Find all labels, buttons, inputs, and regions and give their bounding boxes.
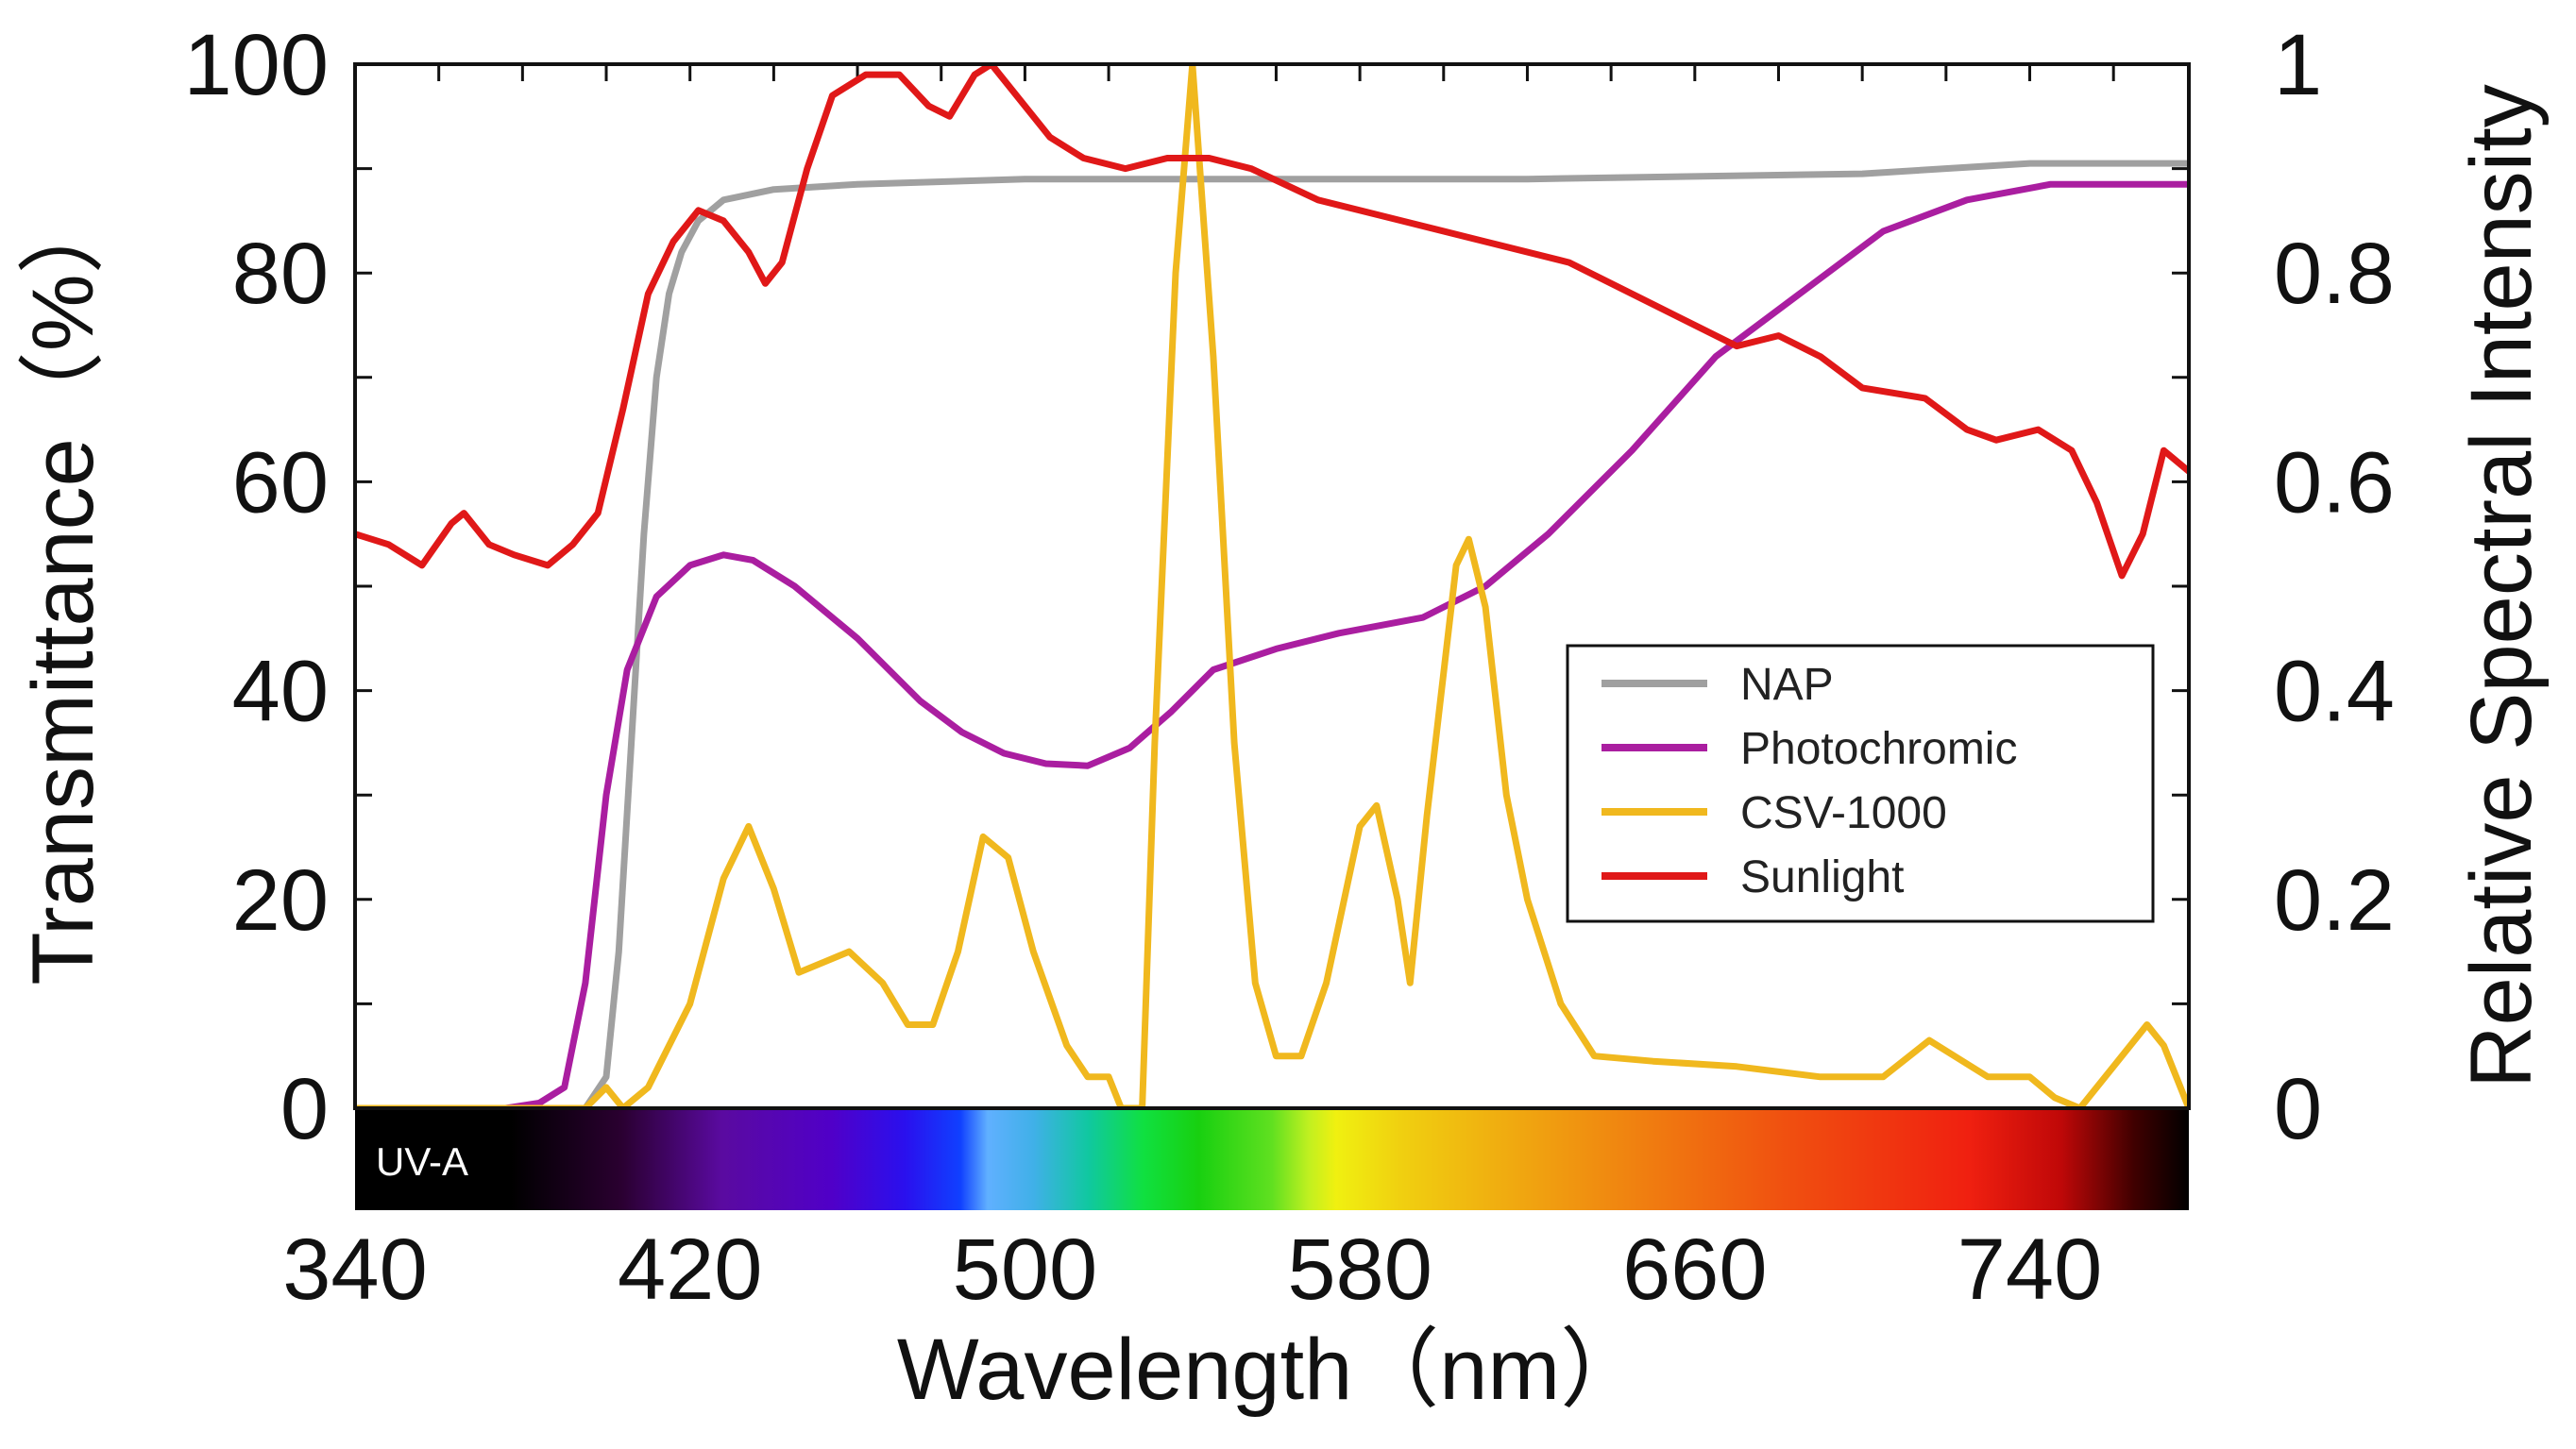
x-tick-label: 740: [1957, 1222, 2103, 1318]
series-layer: [355, 64, 2189, 1108]
legend: NAP Photochromic CSV-1000 Sunlight: [1566, 644, 2155, 923]
x-tick-label: 500: [953, 1222, 1098, 1318]
y-left-tick-labels: 100 80 60 40 20 0: [184, 17, 330, 1157]
y-right-tick-label: 0.6: [2274, 434, 2395, 531]
plot-frame: [353, 62, 2191, 1110]
y-left-tick-label: 80: [232, 226, 329, 322]
y-right-tick-label: 0.8: [2274, 226, 2395, 322]
y-right-tick-label: 0.2: [2274, 852, 2395, 949]
x-tick-labels: 340 420 500 580 660 740: [282, 1222, 2102, 1318]
series-line-photochromic: [355, 180, 2189, 1108]
x-tick-label: 660: [1622, 1222, 1768, 1318]
series-line-nap: [355, 160, 2189, 1108]
y-right-axis-title: Relative Spectral Intensity: [2453, 84, 2550, 1088]
minor-ticks: [355, 62, 2189, 1110]
y-right-tick-label: 1: [2274, 17, 2322, 113]
y-left-tick-label: 0: [280, 1061, 329, 1157]
y-left-axis-title: Transmittance（%）: [15, 187, 111, 985]
y-right-tick-label: 0.4: [2274, 644, 2395, 740]
legend-label-photochromic: Photochromic: [1740, 724, 2017, 774]
series-line-sunlight: [355, 64, 2189, 580]
legend-label-csv-1000: CSV-1000: [1740, 788, 1947, 838]
x-tick-label: 340: [282, 1222, 428, 1318]
y-right-tick-labels: 1 0.8 0.6 0.4 0.2 0: [2274, 17, 2395, 1157]
x-tick-label: 420: [618, 1222, 763, 1318]
legend-label-nap: NAP: [1740, 660, 1834, 710]
y-left-tick-label: 20: [232, 852, 329, 949]
visible-spectrum-bar: [355, 1108, 2189, 1210]
y-left-tick-label: 100: [184, 17, 330, 113]
y-right-tick-label: 0: [2274, 1061, 2322, 1157]
series-line-csv-1000: [355, 64, 2189, 1108]
y-left-tick-label: 60: [232, 434, 329, 531]
x-tick-label: 580: [1287, 1222, 1432, 1318]
legend-label-sunlight: Sunlight: [1740, 852, 1904, 902]
y-left-tick-label: 40: [232, 644, 329, 740]
uva-label: UV-A: [376, 1139, 468, 1184]
x-axis-title: Wavelength（nm）: [897, 1322, 1647, 1418]
